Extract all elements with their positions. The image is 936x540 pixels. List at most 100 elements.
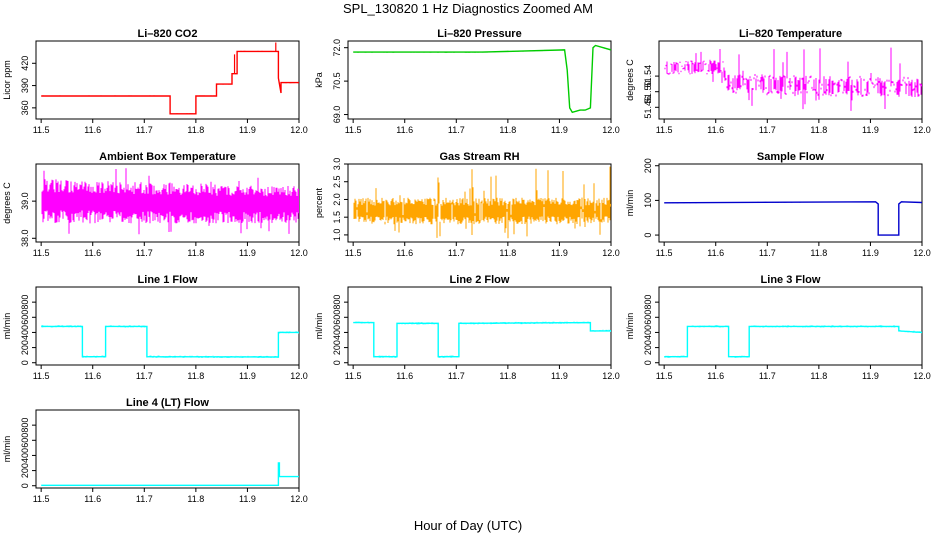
plot-frame: [35, 40, 300, 120]
x-tick-label: 11.9: [239, 248, 256, 258]
y-tick-label: 400: [332, 325, 342, 340]
x-tick-label: 11.9: [239, 371, 256, 381]
x-tick-label: 11.7: [448, 125, 465, 135]
y-tick-label: 200: [20, 463, 30, 478]
x-tick-label: 11.5: [656, 248, 673, 258]
y-tick-label: 420: [20, 56, 30, 71]
x-tick-label: 12.0: [602, 125, 620, 135]
y-tick-label: 3.0: [332, 158, 342, 171]
x-tick-label: 11.7: [759, 248, 776, 258]
y-tick-label: 600: [20, 433, 30, 448]
x-tick-label: 11.7: [136, 125, 153, 135]
plot-frame: [347, 40, 612, 120]
x-axis-label: Hour of Day (UTC): [413, 518, 523, 533]
x-tick-label: 11.8: [187, 248, 204, 258]
panel-title: Li–820 CO2: [138, 28, 198, 40]
y-tick-label: 800: [20, 418, 30, 433]
panel-title: Ambient Box Temperature: [99, 151, 236, 163]
y-axis-label: ml/min: [314, 313, 324, 340]
x-tick-label: 11.6: [707, 371, 724, 381]
panel-title: Line 1 Flow: [138, 274, 198, 286]
y-tick-label: 800: [332, 295, 342, 310]
x-tick-label: 11.5: [345, 248, 362, 258]
x-tick-label: 11.8: [187, 125, 204, 135]
y-tick-label: 2.5: [332, 175, 342, 188]
y-tick-label: 0: [20, 360, 30, 365]
y-tick-label: 100: [643, 193, 653, 208]
series-noise: [42, 462, 299, 486]
x-tick-label: 11.6: [707, 248, 724, 258]
y-tick-label: 51.54: [643, 65, 653, 88]
panel-2: Li–820 Pressure kPa 11.5 11.6 11.7 11.8 11.9 12…: [314, 28, 620, 135]
y-tick-label: 400: [643, 325, 653, 340]
x-tick-label: 11.8: [499, 125, 516, 135]
plot-frame: [658, 286, 923, 366]
panel-10: Line 4 (LT) Flow ml/min 11.5 11.6 11.7 11.8 11…: [2, 397, 308, 504]
y-tick-label: 2.0: [332, 193, 342, 206]
x-tick-label: 11.6: [84, 494, 101, 504]
y-tick-label: 200: [20, 340, 30, 355]
data-group: [41, 462, 299, 486]
x-tick-label: 11.9: [862, 125, 879, 135]
x-tick-label: 11.9: [551, 125, 568, 135]
x-tick-label: 11.8: [499, 248, 516, 258]
y-axis-label: percent: [314, 187, 324, 218]
data-group: [41, 325, 299, 358]
data-group: [353, 44, 611, 114]
series-line: [353, 321, 611, 358]
y-axis-label: kPa: [314, 72, 324, 88]
y-tick-label: 1.5: [332, 211, 342, 224]
data-group: [41, 42, 299, 115]
y-tick-label: 400: [20, 325, 30, 340]
x-tick-label: 12.0: [290, 494, 308, 504]
x-tick-label: 11.6: [707, 125, 724, 135]
series-line: [41, 325, 299, 358]
y-tick-label: 51.50: [643, 80, 653, 103]
y-tick-label: 1.0: [332, 229, 342, 242]
x-tick-label: 12.0: [290, 125, 308, 135]
data-group: [664, 47, 922, 111]
series-band: [353, 166, 611, 239]
x-tick-label: 12.0: [913, 125, 931, 135]
series-noise: [664, 201, 922, 236]
x-tick-label: 11.6: [396, 248, 413, 258]
y-tick-label: 0: [643, 233, 653, 238]
panel-title: Gas Stream RH: [439, 151, 519, 163]
x-tick-label: 11.6: [84, 125, 101, 135]
plot-frame: [347, 286, 612, 366]
panel-1: Li–820 CO2 Licor ppm 11.5 11.6 11.7 11.8 11.9 1…: [2, 28, 308, 135]
x-tick-label: 11.7: [136, 248, 153, 258]
panel-title: Sample Flow: [757, 151, 825, 163]
series-noise: [353, 321, 611, 358]
data-group: [353, 321, 611, 358]
panel-5: Gas Stream RH percent 11.5 11.6 11.7 11.8 11.9…: [314, 151, 620, 258]
x-tick-label: 11.6: [396, 125, 413, 135]
data-group: [664, 325, 922, 358]
panel-title: Line 2 Flow: [450, 274, 510, 286]
plot-frame: [35, 286, 300, 366]
y-tick-label: 400: [20, 448, 30, 463]
panel-9: Line 3 Flow ml/min 11.5 11.6 11.7 11.8 11.9 12.…: [625, 274, 931, 381]
x-tick-label: 11.8: [187, 371, 204, 381]
series-band: [664, 47, 922, 111]
y-tick-label: 600: [643, 310, 653, 325]
x-tick-label: 11.9: [239, 494, 256, 504]
x-tick-label: 11.7: [136, 494, 153, 504]
y-tick-label: 0: [332, 360, 342, 365]
x-tick-label: 11.7: [759, 371, 776, 381]
x-tick-label: 11.6: [84, 371, 101, 381]
series-band: [41, 168, 299, 235]
x-tick-label: 11.5: [345, 125, 362, 135]
x-tick-label: 11.8: [499, 371, 516, 381]
x-tick-label: 11.9: [239, 125, 256, 135]
series-noise: [664, 325, 922, 358]
x-tick-label: 11.5: [656, 371, 673, 381]
y-tick-label: 600: [20, 310, 30, 325]
x-tick-label: 11.7: [136, 371, 153, 381]
series-noise: [41, 325, 299, 358]
x-tick-label: 12.0: [290, 248, 308, 258]
x-tick-label: 11.6: [84, 248, 101, 258]
data-group: [353, 166, 611, 239]
x-tick-label: 11.5: [33, 494, 50, 504]
